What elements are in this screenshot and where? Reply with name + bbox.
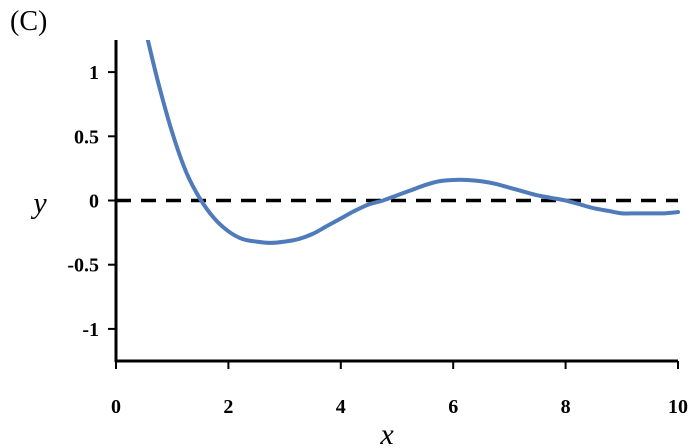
data-series-line [145, 40, 680, 245]
x-axis-title: x [379, 418, 394, 448]
y-tick-label: -0.5 [67, 255, 99, 277]
x-tick-label: 6 [448, 396, 458, 418]
panel-label: (C) [10, 6, 48, 37]
y-tick-label: -1 [82, 319, 99, 341]
x-tick-label: 2 [223, 396, 233, 418]
x-tick-label: 4 [336, 396, 346, 418]
x-tick-label: 8 [561, 396, 571, 418]
y-tick-label: 1 [89, 62, 99, 84]
x-tick-label: 0 [111, 396, 121, 418]
y-tick-label: 0.5 [74, 126, 99, 148]
y-tick-label: 0 [89, 191, 99, 213]
x-tick-label: 10 [668, 396, 688, 418]
y-axis-title: y [30, 187, 47, 220]
